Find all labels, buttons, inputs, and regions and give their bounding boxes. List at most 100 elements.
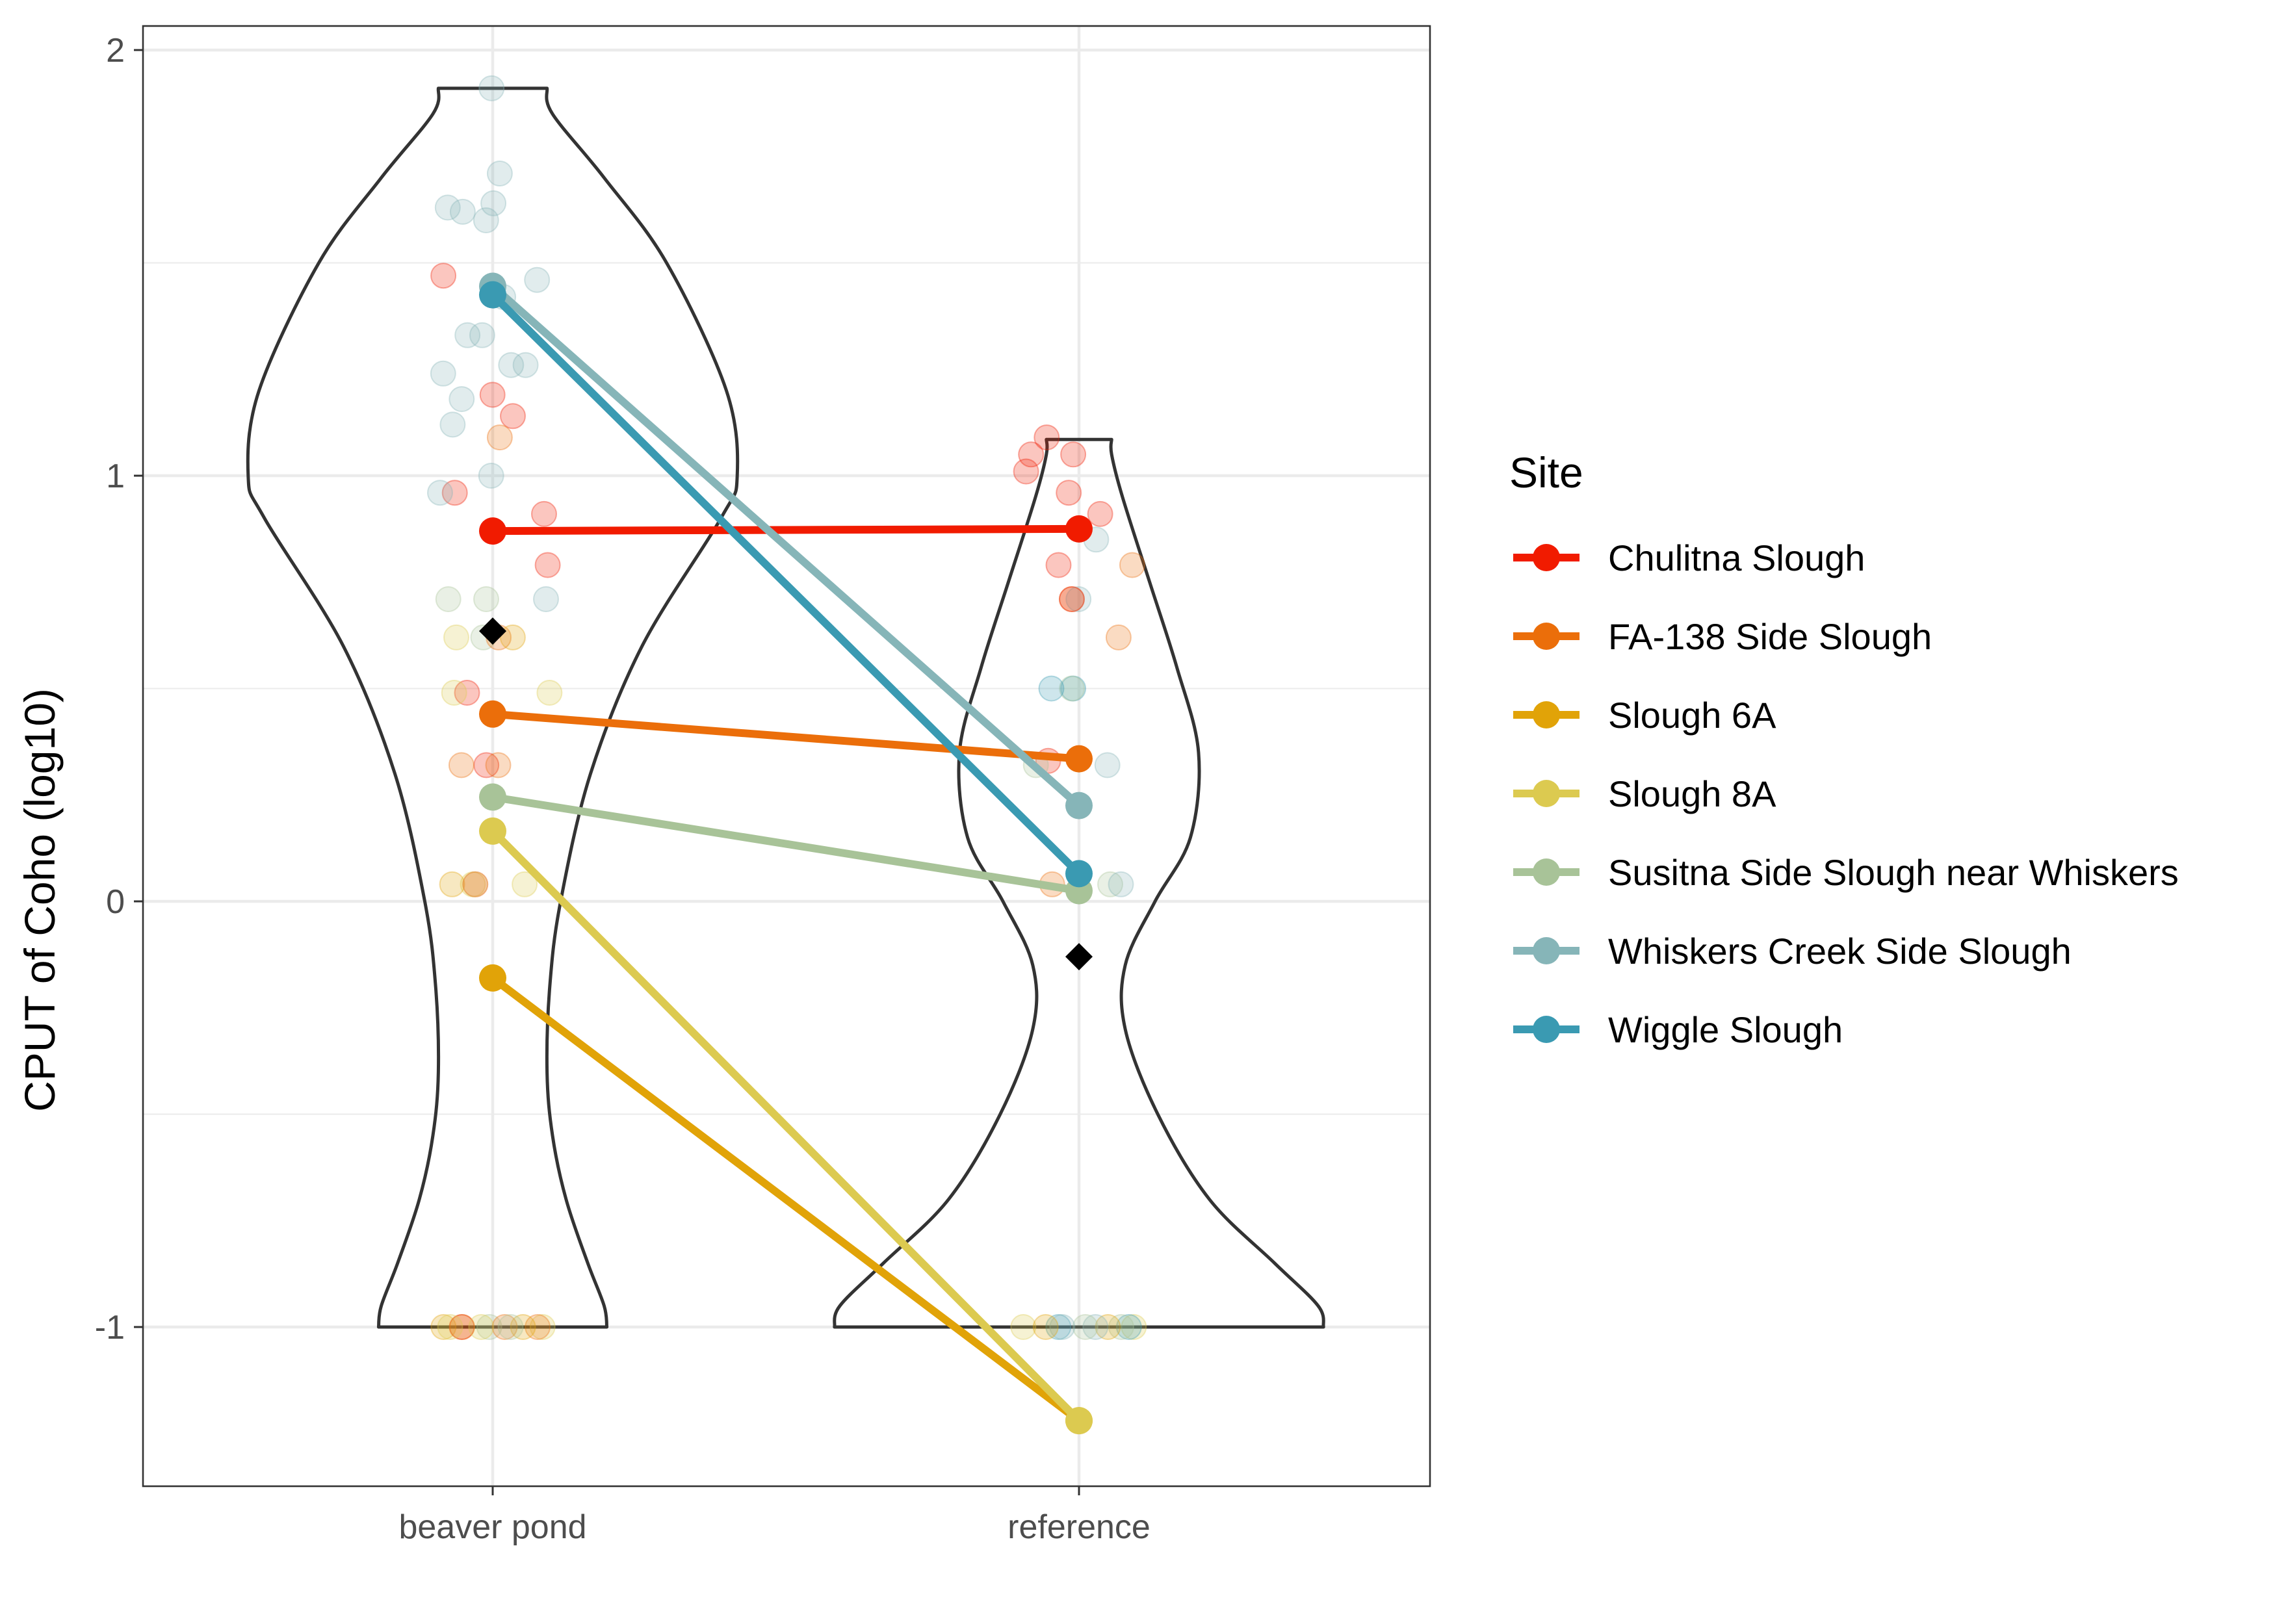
jitter-point (1049, 1314, 1076, 1340)
violins (246, 86, 1325, 1329)
jitter-point (469, 322, 495, 348)
jitter-point (1082, 1314, 1109, 1340)
jitter-point (534, 552, 561, 578)
jitter-point (473, 207, 499, 233)
jitter-point (430, 360, 456, 387)
jitter-point (1115, 1314, 1142, 1340)
jitter-point (499, 624, 526, 651)
jitter-point (1095, 1314, 1121, 1340)
legend-title: Site (1509, 448, 1583, 496)
legend-item: Chulitna Slough (1513, 537, 1865, 578)
x-axis: beaver pond reference (398, 1486, 1150, 1546)
jitter-point (1108, 871, 1134, 897)
legend-label: FA-138 Side Slough (1608, 616, 1932, 657)
y-tick-label: -1 (95, 1309, 125, 1347)
series-point (479, 783, 506, 811)
jitter-point (441, 480, 468, 506)
legend-key-point (1533, 780, 1560, 807)
y-tick-label: 1 (106, 458, 125, 495)
jitter-point (480, 190, 507, 216)
jitter-point (468, 1314, 495, 1340)
jitter-point (1058, 586, 1085, 612)
series-line (489, 828, 1082, 1424)
jitter-point (1119, 552, 1145, 578)
series-point (1065, 860, 1093, 888)
y-axis: 2 1 0 -1 (95, 32, 143, 1347)
legend-label: Slough 8A (1608, 773, 1776, 814)
jitter-point (1121, 1314, 1147, 1340)
series-line (490, 975, 1082, 1424)
series-point (1065, 1407, 1093, 1435)
series-slough-8a (479, 817, 1093, 1435)
violin-reference (833, 437, 1325, 1329)
jitter-point (1060, 675, 1087, 702)
y-tick-label: 0 (106, 883, 125, 921)
jitter-point (449, 198, 476, 225)
jitter-point (462, 871, 489, 897)
jitter-point (439, 411, 466, 438)
legend-label: Wiggle Slough (1608, 1009, 1843, 1050)
jitter-point (1097, 871, 1123, 897)
mean-markers (479, 617, 1093, 971)
legend-key-point (1533, 1016, 1560, 1043)
legend-label: Chulitna Slough (1608, 537, 1865, 578)
y-axis-title: CPUT of Coho (log10) (16, 688, 64, 1112)
jitter-point (524, 266, 551, 293)
jitter-point (525, 1314, 551, 1340)
jitter-point (500, 403, 526, 430)
legend-key-point (1533, 544, 1560, 571)
jitter-point (479, 381, 506, 408)
jitter-point (439, 871, 465, 897)
jitter-point (454, 680, 480, 706)
jitter-point (473, 752, 500, 779)
jitter-point (454, 322, 481, 348)
jitter-point (498, 352, 525, 378)
legend: Site Chulitna Slough FA-138 Side Slough Sl… (1509, 448, 2179, 1050)
jitter-point (1072, 1314, 1098, 1340)
jitter-point (1087, 500, 1113, 527)
jitter-point (491, 1314, 518, 1340)
jitter-point (427, 480, 453, 506)
jitter-point (1010, 1314, 1037, 1340)
series-lines (479, 272, 1093, 1435)
legend-item: FA-138 Side Slough (1513, 616, 1932, 657)
jitter-point (510, 1314, 536, 1340)
series-point (479, 517, 506, 545)
jitter-point (430, 1314, 457, 1340)
legend-label: Susitna Side Slough near Whiskers (1608, 852, 2179, 893)
jitter-point (529, 1314, 556, 1340)
violin-beaver-pond (246, 86, 740, 1329)
jitter-point (1013, 458, 1039, 485)
jitter-point (1105, 624, 1132, 651)
jitter-point (476, 1314, 502, 1340)
jitter-point (1045, 1314, 1072, 1340)
x-tick-label: beaver pond (398, 1508, 586, 1546)
jitter-point (512, 871, 538, 897)
jitter-point (1032, 1314, 1059, 1340)
jitter-point (1065, 586, 1092, 612)
jitter-point (478, 75, 505, 101)
legend-label: Slough 6A (1608, 695, 1776, 736)
series-line (492, 793, 1080, 895)
jitter-point (1060, 441, 1087, 468)
series-chulitna-slough (479, 515, 1093, 545)
jitter-point (1059, 586, 1085, 612)
jitter-point (448, 752, 474, 779)
legend-item: Wiggle Slough (1513, 1009, 1843, 1050)
jitter-point (448, 386, 475, 413)
plot-panel (143, 26, 1430, 1486)
legend-item: Slough 6A (1513, 695, 1776, 736)
plot-border (142, 25, 1431, 1488)
jitter-point (430, 263, 457, 289)
jitter-point (485, 752, 512, 779)
series-point (479, 281, 506, 309)
legend-item: Susitna Side Slough near Whiskers (1513, 852, 2179, 893)
series-point (1065, 515, 1093, 543)
jitter-point (1038, 675, 1065, 702)
jitter-point (533, 586, 559, 612)
jitter-point (437, 1314, 463, 1340)
series-fa-138-side-slough (479, 700, 1093, 773)
jitter-point (1059, 675, 1086, 702)
series-point (479, 700, 506, 728)
